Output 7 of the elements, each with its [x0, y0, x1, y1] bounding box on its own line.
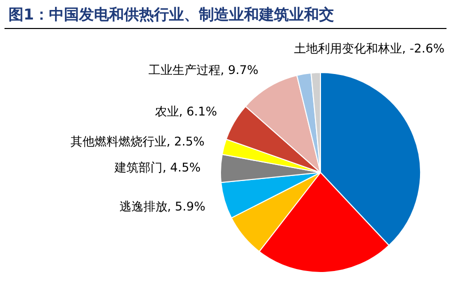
chart-title: 图1：中国发电和供热行业、制造业和建筑业和交 [8, 6, 334, 24]
text: 土地利用变化和林业, -2.6% [294, 42, 445, 56]
slice-label: 工业生产过程, 9.7% [148, 62, 258, 77]
slice-label: 逃逸排放, 5.9% [119, 199, 206, 214]
slice-label: 其他燃料燃烧行业, 2.5% [70, 134, 205, 149]
slice-label: 建筑部门, 4.5% [113, 160, 201, 175]
slice-label: 农业, 6.1% [154, 104, 218, 119]
